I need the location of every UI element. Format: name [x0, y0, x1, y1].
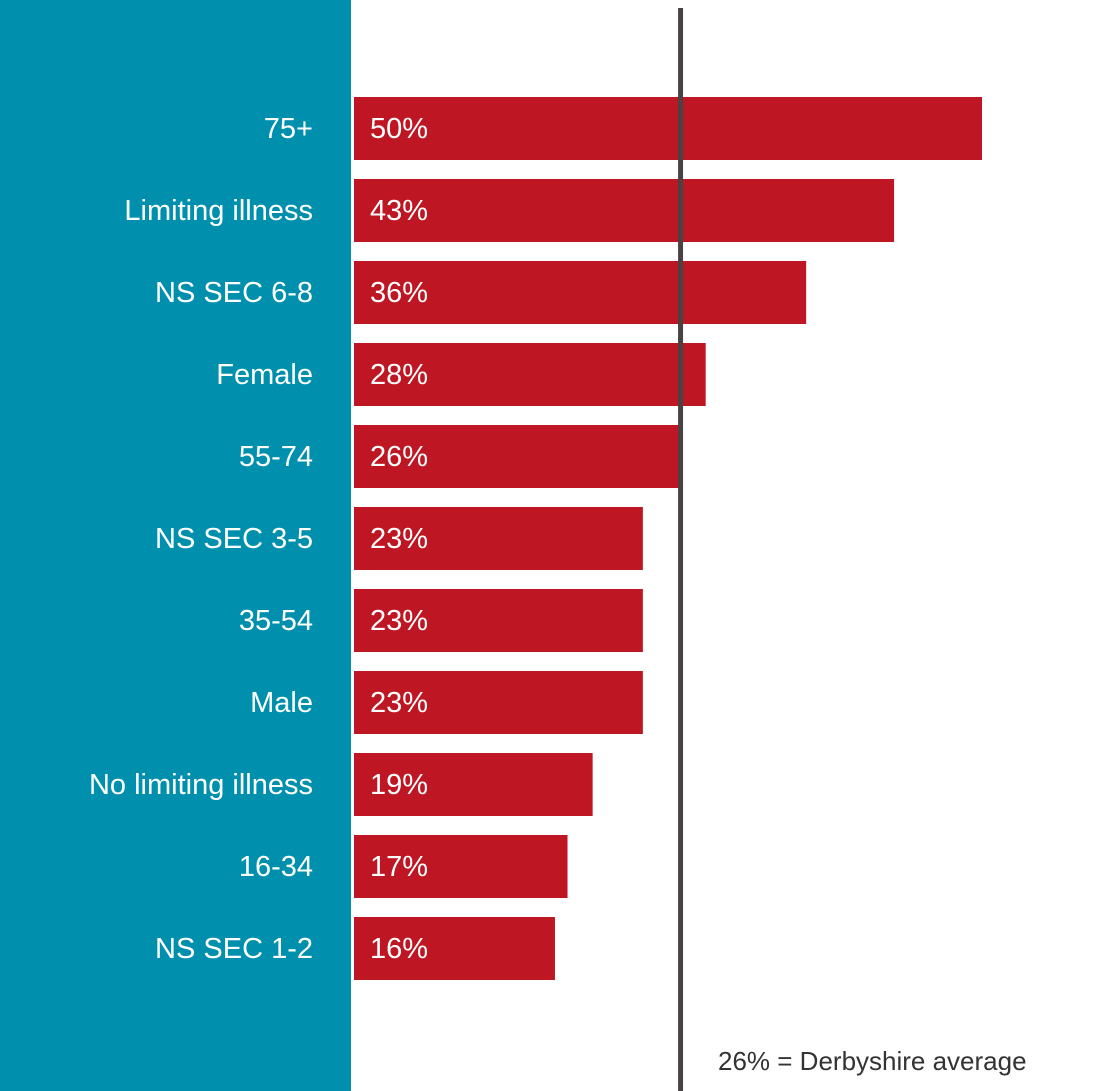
reference-label: 26% = Derbyshire average — [718, 1046, 1027, 1076]
bar — [354, 261, 807, 324]
value-label: 26% — [370, 441, 428, 473]
bar — [354, 753, 593, 816]
bar — [354, 507, 643, 570]
category-label: 55-74 — [239, 441, 313, 473]
category-label: 35-54 — [239, 605, 313, 637]
value-label: 17% — [370, 851, 428, 883]
category-label: NS SEC 1-2 — [155, 933, 313, 965]
bar — [354, 179, 895, 242]
bar — [354, 425, 681, 488]
value-label: 23% — [370, 687, 428, 719]
value-label: 23% — [370, 523, 428, 555]
bar — [354, 671, 643, 734]
category-label: Male — [250, 687, 313, 719]
category-label: Female — [216, 359, 313, 391]
value-label: 43% — [370, 195, 428, 227]
value-label: 50% — [370, 113, 428, 145]
value-label: 23% — [370, 605, 428, 637]
value-label: 36% — [370, 277, 428, 309]
value-label: 16% — [370, 933, 428, 965]
value-label: 19% — [370, 769, 428, 801]
label-panel — [0, 0, 351, 1091]
category-label: No limiting illness — [89, 769, 313, 801]
value-label: 28% — [370, 359, 428, 391]
bar — [354, 917, 555, 980]
category-label: 16-34 — [239, 851, 313, 883]
bar — [354, 97, 982, 160]
bar — [354, 835, 568, 898]
category-label: 75+ — [264, 113, 313, 145]
category-label: NS SEC 6-8 — [155, 277, 313, 309]
bar — [354, 589, 643, 652]
category-label: Limiting illness — [124, 195, 313, 227]
category-label: NS SEC 3-5 — [155, 523, 313, 555]
bar — [354, 343, 706, 406]
